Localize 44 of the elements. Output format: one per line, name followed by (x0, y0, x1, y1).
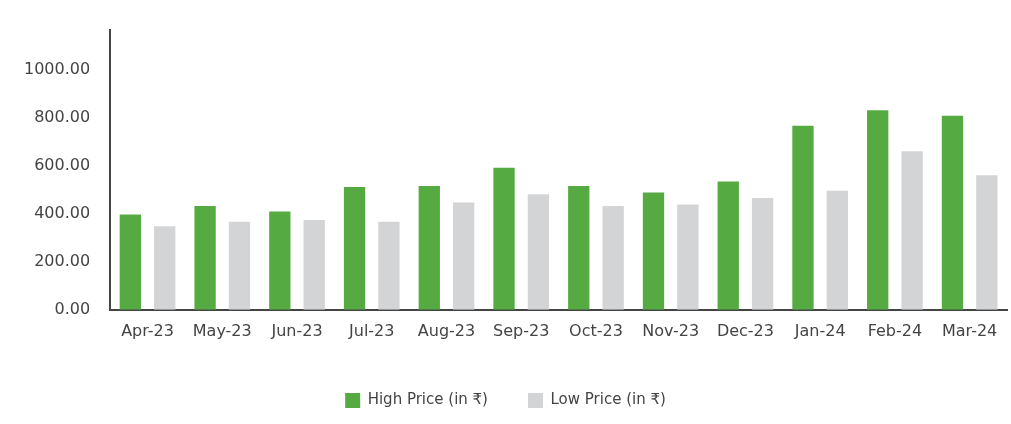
legend-label: High Price (in ₹) (367, 390, 488, 409)
bar (717, 181, 739, 310)
bar (527, 194, 550, 310)
bar (826, 190, 849, 310)
bar (453, 202, 475, 310)
bar (867, 110, 889, 310)
x-tick-label: Jul-23 (348, 320, 395, 340)
x-tick-label: May-23 (192, 320, 252, 340)
x-tick-label: Mar-24 (941, 320, 998, 340)
bar (602, 206, 624, 310)
bar (568, 185, 590, 310)
bar (194, 206, 216, 310)
x-tick-label: Sep-23 (493, 320, 550, 340)
bar (343, 186, 366, 310)
bar (493, 167, 515, 310)
x-tick-label: Aug-23 (417, 320, 476, 340)
y-tick-label: 200.00 (34, 251, 91, 271)
x-tick-label: Jun-23 (270, 320, 323, 340)
legend-label: Low Price (in ₹) (550, 390, 666, 409)
bar (941, 115, 964, 310)
y-tick-label: 0.00 (54, 298, 91, 318)
bar (303, 219, 325, 310)
x-tick-label: Jan-24 (793, 320, 846, 340)
x-tick-label: Nov-23 (642, 320, 700, 340)
bar (269, 211, 291, 310)
bar (154, 226, 176, 310)
x-tick-label: Feb-24 (867, 320, 923, 340)
bar (677, 204, 699, 310)
y-tick-label: 400.00 (34, 203, 91, 223)
bar (642, 192, 665, 310)
bar (901, 151, 923, 310)
y-tick-label: 800.00 (34, 107, 91, 127)
x-tick-label: Dec-23 (716, 320, 774, 340)
bar (751, 197, 774, 310)
bar (119, 214, 141, 310)
bar (228, 221, 251, 310)
bar (792, 125, 814, 310)
y-tick-label: 600.00 (34, 155, 91, 175)
bar (976, 175, 998, 310)
y-tick-label: 1000.00 (23, 59, 91, 79)
x-tick-label: Oct-23 (569, 320, 623, 340)
bar (378, 221, 400, 310)
bar (418, 185, 440, 310)
x-tick-label: Apr-23 (121, 320, 174, 340)
